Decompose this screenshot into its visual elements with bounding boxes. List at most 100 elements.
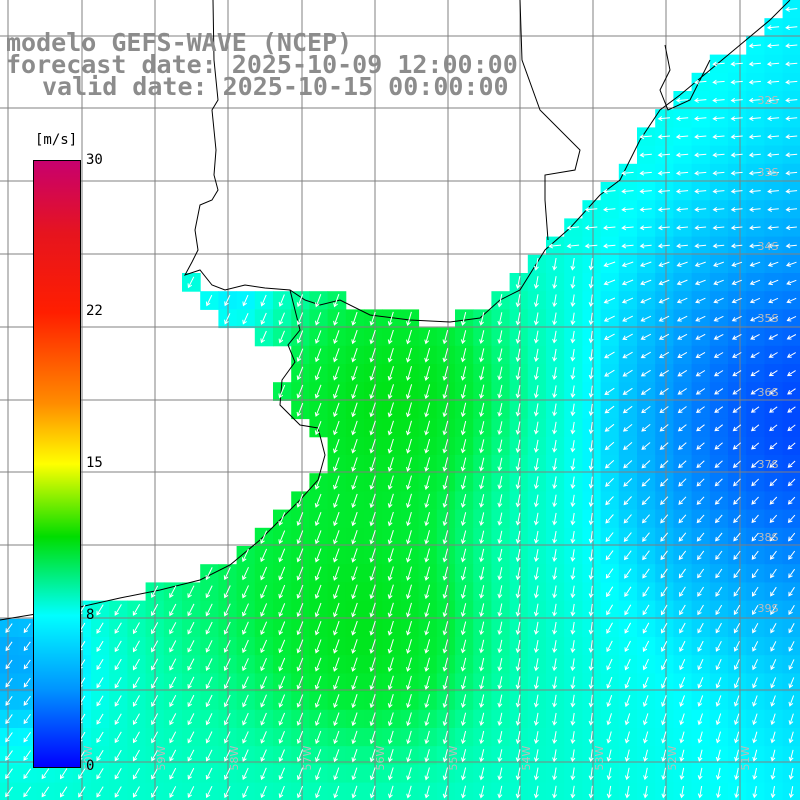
wind-arrow bbox=[676, 297, 688, 304]
wind-arrow bbox=[278, 731, 285, 744]
wind-arrow bbox=[442, 621, 449, 636]
wind-arrow bbox=[387, 329, 394, 345]
wind-arrow bbox=[588, 567, 594, 580]
wind-arrow bbox=[497, 293, 503, 308]
wind-arrow bbox=[660, 604, 668, 616]
wind-arrow bbox=[260, 566, 268, 581]
wind-arrow bbox=[223, 658, 231, 672]
wind-arrow bbox=[296, 712, 304, 726]
wind-arrow bbox=[424, 767, 430, 781]
wind-arrow bbox=[661, 713, 667, 726]
wind-arrow bbox=[405, 402, 412, 418]
wind-arrow bbox=[242, 585, 249, 599]
wind-arrow bbox=[187, 731, 195, 744]
wind-arrow bbox=[296, 366, 304, 381]
wind-arrow bbox=[766, 79, 780, 85]
wind-arrow bbox=[460, 311, 467, 326]
wind-arrow bbox=[406, 749, 412, 763]
wind-arrow bbox=[621, 170, 634, 176]
wind-arrow bbox=[533, 476, 539, 490]
wind-arrow bbox=[787, 514, 796, 524]
wind-arrow bbox=[515, 457, 521, 472]
wind-arrow bbox=[442, 439, 449, 454]
wind-arrow bbox=[552, 458, 558, 471]
wind-arrow bbox=[661, 731, 667, 744]
wind-arrow bbox=[333, 584, 340, 600]
wind-arrow bbox=[205, 658, 213, 671]
wind-arrow bbox=[588, 694, 594, 708]
wind-arrow bbox=[278, 621, 286, 636]
wind-arrow bbox=[296, 348, 304, 363]
wind-arrow bbox=[296, 657, 304, 672]
wind-arrow bbox=[570, 312, 576, 326]
wind-arrow bbox=[333, 566, 340, 581]
wind-arrow bbox=[730, 170, 743, 176]
wind-arrow bbox=[770, 677, 777, 689]
wind-arrow bbox=[314, 621, 322, 636]
wind-arrow bbox=[351, 712, 358, 727]
wind-arrow bbox=[278, 603, 286, 618]
wind-arrow bbox=[603, 333, 615, 340]
wind-arrow bbox=[96, 786, 104, 798]
wind-arrow bbox=[570, 367, 576, 380]
wind-arrow bbox=[694, 170, 707, 176]
wind-arrow bbox=[260, 694, 267, 708]
wind-arrow bbox=[132, 658, 140, 671]
wind-arrow bbox=[515, 476, 521, 490]
wind-arrow bbox=[515, 530, 521, 544]
wind-arrow bbox=[151, 658, 159, 671]
wind-arrow bbox=[677, 406, 687, 414]
wind-arrow bbox=[479, 548, 485, 563]
wind-arrow bbox=[661, 767, 667, 781]
wind-arrow bbox=[751, 514, 759, 524]
wind-arrow bbox=[788, 677, 795, 689]
wind-arrow bbox=[387, 311, 394, 327]
wind-arrow bbox=[695, 333, 706, 340]
wind-arrow bbox=[260, 312, 267, 325]
wind-arrow bbox=[515, 494, 521, 508]
wind-arrow bbox=[712, 243, 725, 249]
wind-arrow bbox=[752, 713, 758, 726]
wind-arrow bbox=[733, 514, 741, 524]
wind-arrow bbox=[260, 676, 267, 690]
wind-arrow bbox=[461, 767, 467, 781]
wind-arrow bbox=[659, 424, 669, 432]
wind-arrow bbox=[406, 493, 412, 509]
lat-label-32S: 32S bbox=[758, 94, 779, 107]
wind-arrow bbox=[224, 749, 231, 762]
wind-arrow bbox=[570, 621, 576, 635]
forecast-date: forecast date: 2025-10-09 12:00:00 bbox=[6, 50, 518, 79]
wind-arrow bbox=[694, 279, 706, 286]
wind-arrow bbox=[351, 767, 358, 781]
wind-arrow bbox=[387, 511, 394, 527]
wind-arrow bbox=[351, 639, 358, 654]
wind-arrow bbox=[624, 622, 632, 634]
wind-arrow bbox=[696, 514, 705, 524]
wind-arrow bbox=[640, 387, 651, 395]
wind-arrow bbox=[552, 512, 558, 526]
wind-arrow bbox=[641, 514, 650, 524]
wind-arrow bbox=[769, 406, 778, 413]
wind-arrow bbox=[624, 640, 631, 653]
wind-arrow bbox=[641, 424, 651, 432]
wind-arrow bbox=[442, 475, 449, 490]
wind-arrow bbox=[748, 116, 761, 122]
wind-arrow bbox=[151, 622, 159, 635]
wind-arrow bbox=[296, 530, 304, 545]
wind-arrow bbox=[296, 512, 304, 527]
wind-arrow bbox=[351, 348, 358, 363]
wind-arrow bbox=[570, 767, 576, 781]
colorbar-tick-15: 15 bbox=[86, 455, 103, 471]
wind-arrow bbox=[369, 457, 376, 472]
wind-arrow bbox=[333, 511, 340, 527]
wind-arrow bbox=[768, 334, 778, 340]
wind-arrow bbox=[169, 622, 177, 635]
wind-arrow bbox=[588, 767, 594, 781]
wind-arrow bbox=[787, 388, 796, 395]
wind-arrow bbox=[278, 530, 286, 545]
wind-arrow bbox=[788, 641, 795, 652]
wind-arrow bbox=[641, 442, 651, 450]
wind-arrow bbox=[424, 730, 430, 745]
wind-arrow bbox=[788, 568, 796, 579]
wind-arrow bbox=[787, 496, 796, 505]
